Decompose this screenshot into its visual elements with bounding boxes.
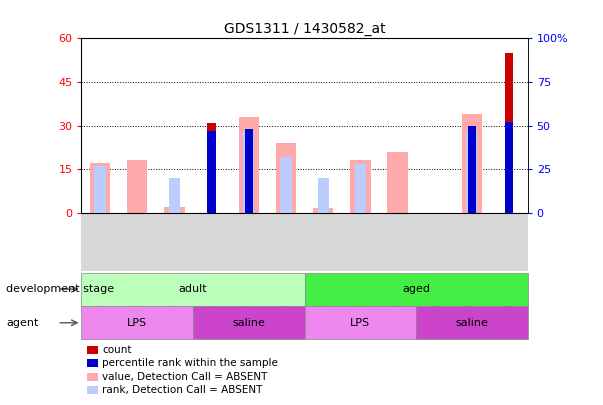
Bar (313, 208, 333, 213)
Bar (355, 164, 366, 213)
Bar (193, 306, 305, 339)
Bar (243, 131, 254, 213)
Text: development stage: development stage (6, 284, 114, 294)
Bar (207, 123, 216, 213)
Text: LPS: LPS (127, 318, 147, 328)
Bar (81, 306, 193, 339)
Bar (350, 160, 370, 213)
Bar (164, 207, 185, 213)
Bar (127, 160, 147, 213)
Bar (90, 163, 110, 213)
Bar (245, 129, 253, 213)
Bar (416, 306, 528, 339)
Text: percentile rank within the sample: percentile rank within the sample (102, 358, 278, 368)
Bar (280, 157, 291, 213)
Bar (505, 53, 513, 213)
Text: rank, Detection Call = ABSENT: rank, Detection Call = ABSENT (102, 385, 262, 395)
Text: saline: saline (455, 318, 488, 328)
Bar (305, 273, 528, 306)
Bar (305, 306, 416, 339)
Bar (318, 178, 329, 213)
Bar (468, 126, 476, 213)
Bar (387, 151, 408, 213)
Bar (466, 131, 478, 213)
Bar (462, 114, 482, 213)
Text: value, Detection Call = ABSENT: value, Detection Call = ABSENT (102, 372, 267, 382)
Text: count: count (102, 345, 131, 355)
Bar (81, 273, 305, 306)
Text: adult: adult (178, 284, 207, 294)
Bar (169, 178, 180, 213)
Bar (505, 122, 513, 213)
Bar (95, 166, 106, 213)
Bar (276, 143, 296, 213)
Bar (239, 117, 259, 213)
Title: GDS1311 / 1430582_at: GDS1311 / 1430582_at (224, 22, 385, 36)
Text: LPS: LPS (350, 318, 370, 328)
Text: saline: saline (232, 318, 265, 328)
Bar (207, 131, 216, 213)
Text: agent: agent (6, 318, 39, 328)
Text: aged: aged (402, 284, 430, 294)
